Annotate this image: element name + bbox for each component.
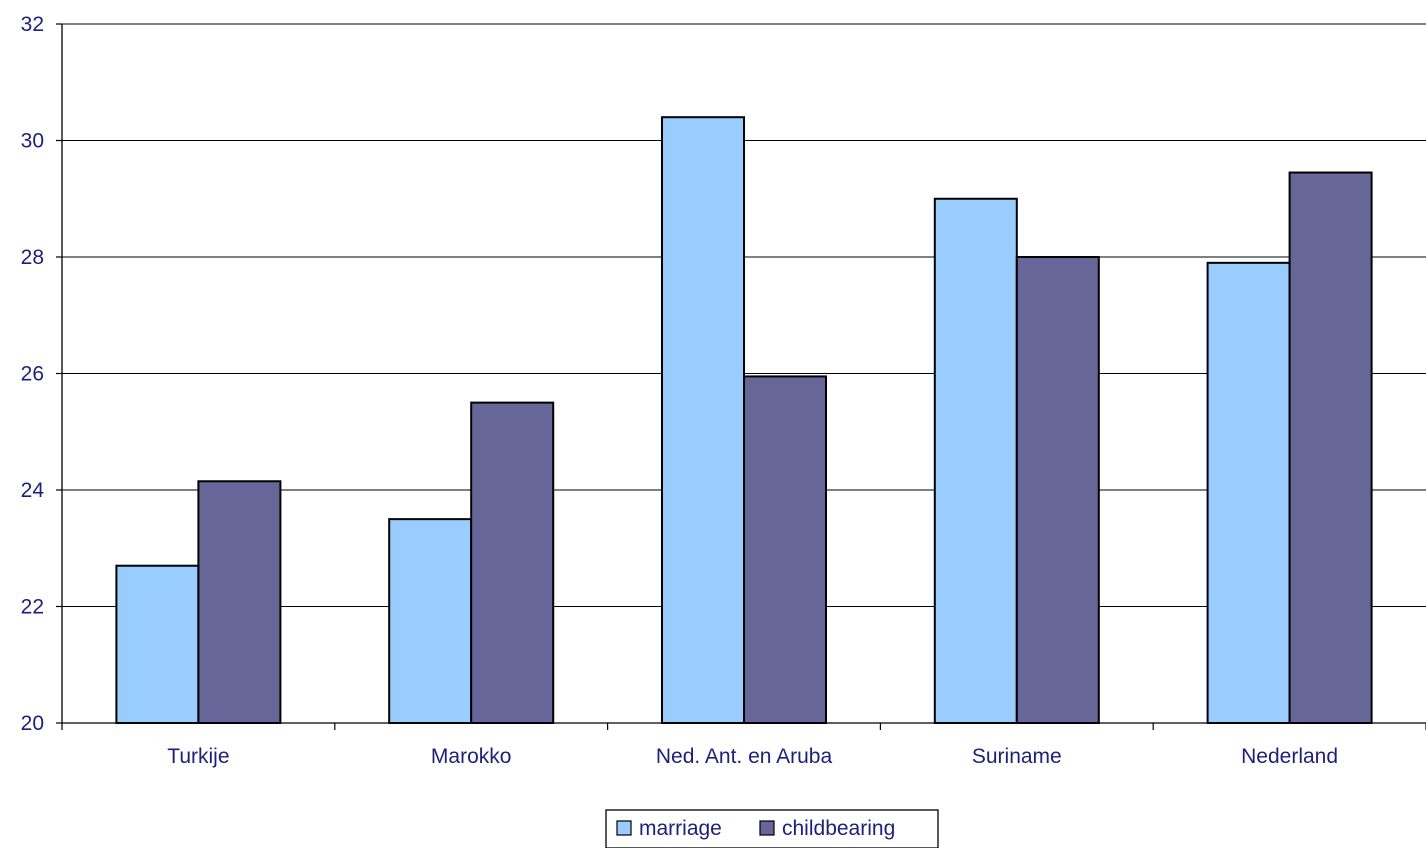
bar-marriage-turkije xyxy=(115,564,200,724)
x-tick-label: Turkije xyxy=(167,745,229,768)
bar-marriage-nederland xyxy=(1206,261,1291,724)
y-tick-label: 24 xyxy=(21,479,45,502)
legend-swatch-childbearing xyxy=(759,820,775,836)
legend-swatch-marriage xyxy=(616,820,632,836)
y-tick-label: 30 xyxy=(21,130,44,153)
x-tick-label: Nederland xyxy=(1241,745,1338,768)
x-tick-label: Marokko xyxy=(431,745,512,768)
bar-childbearing-ned-ant-en-aruba xyxy=(743,375,827,724)
bar-childbearing-nederland xyxy=(1288,171,1373,725)
y-tick-label: 28 xyxy=(21,246,44,269)
legend-label-childbearing: childbearing xyxy=(782,817,895,840)
bar-marriage-marokko xyxy=(388,518,473,724)
bars xyxy=(115,116,1373,725)
legend-label-marriage: marriage xyxy=(639,817,722,840)
bar-childbearing-marokko xyxy=(470,401,555,724)
y-tick-label: 32 xyxy=(21,13,44,36)
x-tick-label: Suriname xyxy=(972,745,1062,768)
y-tick-label: 22 xyxy=(21,596,44,619)
y-tick-label: 26 xyxy=(21,363,44,386)
x-tick-labels: Turkije Marokko Ned. Ant. en Aruba Suriname… xyxy=(61,723,1426,768)
legend: marriage childbearing xyxy=(605,809,939,848)
y-tick-labels: 20 22 24 26 28 30 32 xyxy=(21,13,62,735)
bar-marriage-ned-ant-en-aruba xyxy=(661,116,745,724)
bar-childbearing-turkije xyxy=(197,480,282,725)
x-tick-label: Ned. Ant. en Aruba xyxy=(656,745,833,768)
y-tick-label: 20 xyxy=(21,712,44,735)
bar-marriage-suriname xyxy=(933,197,1018,724)
bar-childbearing-suriname xyxy=(1015,256,1100,724)
